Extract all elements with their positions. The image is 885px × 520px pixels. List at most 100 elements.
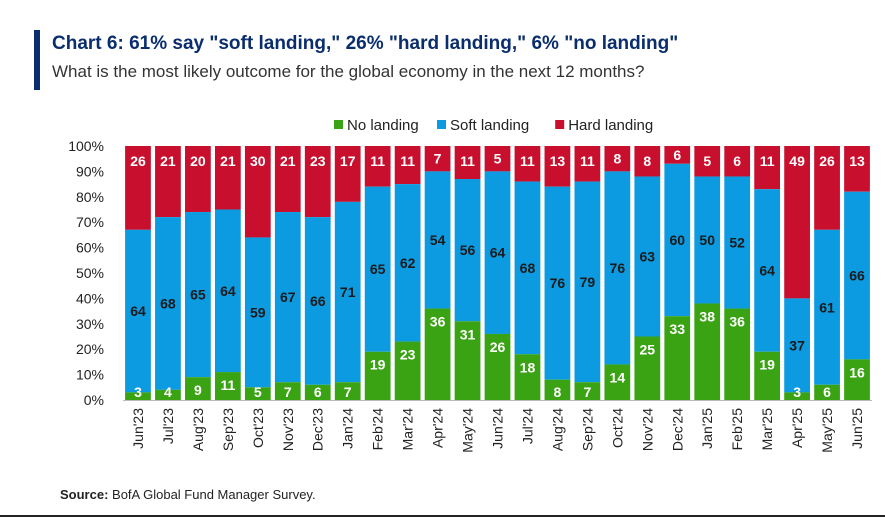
bar-soft-landing xyxy=(125,229,151,393)
bar-hard-landing xyxy=(844,146,870,192)
bar-hard-landing xyxy=(334,146,361,202)
bar-no-landing xyxy=(484,333,511,400)
x-tick-label: Jul'24 xyxy=(519,408,535,444)
data-label-no-landing: 11 xyxy=(220,377,235,393)
data-label-no-landing: 38 xyxy=(699,308,715,324)
x-tick-label: Jun'24 xyxy=(490,408,506,449)
data-label-no-landing: 14 xyxy=(610,369,626,385)
legend-swatch xyxy=(437,120,446,129)
data-label-soft-landing: 68 xyxy=(520,260,536,276)
bar-soft-landing xyxy=(544,186,571,380)
bar-hard-landing xyxy=(784,146,810,299)
bar-hard-landing xyxy=(214,146,241,210)
bar-soft-landing xyxy=(604,171,631,365)
y-tick-label: 20% xyxy=(76,341,104,357)
data-label-soft-landing: 59 xyxy=(250,304,266,320)
bar-soft-landing xyxy=(574,181,601,383)
data-label-no-landing: 36 xyxy=(729,314,745,330)
bar-hard-landing xyxy=(724,146,751,177)
data-label-no-landing: 36 xyxy=(430,314,446,330)
data-label-hard-landing: 11 xyxy=(370,153,385,169)
data-label-hard-landing: 11 xyxy=(520,153,535,169)
bar-no-landing xyxy=(454,321,481,400)
bar-no-landing xyxy=(784,392,810,400)
x-tick-label: Feb'25 xyxy=(729,408,745,451)
bar-hard-landing xyxy=(754,146,781,190)
data-label-hard-landing: 21 xyxy=(220,153,236,169)
data-label-soft-landing: 65 xyxy=(190,287,206,303)
data-label-hard-landing: 11 xyxy=(760,153,775,169)
bar-soft-landing xyxy=(274,212,301,383)
data-label-hard-landing: 11 xyxy=(400,153,415,169)
data-label-no-landing: 4 xyxy=(164,384,172,400)
bar-hard-landing xyxy=(394,146,421,185)
y-tick-label: 10% xyxy=(76,367,104,383)
bar-soft-landing xyxy=(754,189,781,352)
bar-hard-landing xyxy=(155,146,181,218)
bar-no-landing xyxy=(694,303,721,400)
y-tick-label: 90% xyxy=(76,163,104,179)
data-label-hard-landing: 8 xyxy=(613,151,621,167)
bar-hard-landing xyxy=(814,146,840,230)
bar-soft-landing xyxy=(334,201,361,383)
data-label-hard-landing: 5 xyxy=(494,151,502,167)
y-tick-label: 70% xyxy=(76,214,104,230)
bar-soft-landing xyxy=(484,171,511,334)
data-label-soft-landing: 65 xyxy=(370,261,386,277)
bar-hard-landing xyxy=(454,146,481,180)
data-label-no-landing: 7 xyxy=(344,384,352,400)
data-label-hard-landing: 21 xyxy=(160,153,176,169)
data-label-no-landing: 16 xyxy=(849,364,865,380)
x-tick-label: Jul'23 xyxy=(160,408,176,444)
bar-soft-landing xyxy=(394,184,421,342)
data-label-soft-landing: 56 xyxy=(460,242,476,258)
data-label-no-landing: 31 xyxy=(460,326,476,342)
x-tick-label: Jan'25 xyxy=(699,408,715,449)
data-label-soft-landing: 64 xyxy=(130,303,146,319)
data-label-no-landing: 33 xyxy=(669,321,685,337)
data-label-no-landing: 7 xyxy=(583,384,591,400)
x-tick-label: Sep'23 xyxy=(220,408,236,451)
bar-soft-landing xyxy=(304,217,331,385)
data-label-hard-landing: 49 xyxy=(789,153,805,169)
bar-hard-landing xyxy=(274,146,301,213)
bar-no-landing xyxy=(155,389,181,400)
x-tick-label: Oct'24 xyxy=(609,408,625,448)
data-label-no-landing: 6 xyxy=(823,384,831,400)
bar-no-landing xyxy=(664,316,691,400)
legend-swatch xyxy=(555,120,565,129)
y-tick-label: 50% xyxy=(76,265,104,281)
data-label-hard-landing: 13 xyxy=(849,153,865,169)
y-tick-label: 100% xyxy=(68,138,104,154)
data-label-soft-landing: 79 xyxy=(580,274,596,290)
bar-soft-landing xyxy=(155,217,181,390)
data-label-no-landing: 3 xyxy=(793,384,801,400)
bar-hard-landing xyxy=(484,146,511,172)
bar-soft-landing xyxy=(694,176,721,304)
bar-no-landing xyxy=(214,372,241,400)
x-tick-label: Jan'24 xyxy=(340,408,356,449)
bar-hard-landing xyxy=(604,146,631,172)
data-label-hard-landing: 5 xyxy=(703,153,711,169)
bar-hard-landing xyxy=(424,146,451,172)
x-tick-label: Jun'23 xyxy=(130,408,146,449)
bar-soft-landing xyxy=(634,176,661,337)
x-tick-label: Sep'24 xyxy=(579,408,595,451)
bar-hard-landing xyxy=(304,146,331,218)
data-label-soft-landing: 52 xyxy=(729,235,745,251)
data-label-hard-landing: 6 xyxy=(733,153,741,169)
data-label-soft-landing: 37 xyxy=(789,337,805,353)
title-accent-bar xyxy=(34,30,40,90)
data-label-soft-landing: 61 xyxy=(819,299,835,315)
bar-no-landing xyxy=(125,392,151,400)
bar-no-landing xyxy=(334,382,361,400)
data-label-hard-landing: 11 xyxy=(460,153,475,169)
bar-hard-landing xyxy=(634,146,661,177)
bar-no-landing xyxy=(574,382,601,400)
data-label-soft-landing: 67 xyxy=(280,289,296,305)
bar-no-landing xyxy=(394,341,421,400)
data-label-no-landing: 25 xyxy=(640,342,656,358)
bar-soft-landing xyxy=(664,163,691,317)
bar-no-landing xyxy=(185,377,211,400)
data-label-hard-landing: 26 xyxy=(819,153,835,169)
